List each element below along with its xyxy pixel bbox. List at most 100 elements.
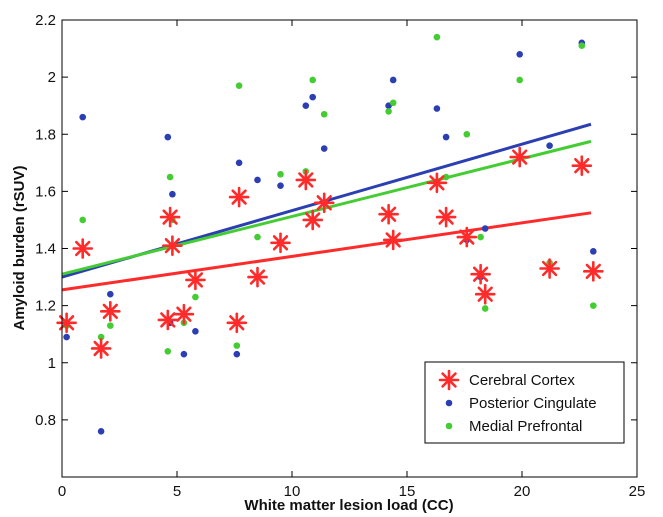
point-medial-prefrontal: [97, 333, 105, 341]
point-posterior-cingulate: [277, 182, 284, 189]
y-tick-label: 1.4: [35, 241, 56, 258]
point-cerebral-cortex: [157, 309, 179, 331]
x-tick-label: 5: [173, 483, 181, 500]
point-medial-prefrontal: [477, 233, 484, 241]
point-cerebral-cortex: [378, 203, 399, 225]
point-posterior-cingulate: [481, 225, 489, 232]
point-medial-prefrontal: [320, 110, 328, 118]
point-medial-prefrontal: [516, 76, 523, 84]
point-medial-prefrontal: [463, 130, 471, 138]
point-cerebral-cortex: [302, 209, 324, 231]
legend-label-cerebral-cortex: Cerebral Cortex: [469, 372, 575, 389]
y-axis-label: Amyloid burden (rSUV): [11, 165, 28, 330]
fit-line-cerebral-cortex: [61, 211, 592, 292]
point-cerebral-cortex: [226, 312, 248, 334]
point-medial-prefrontal: [442, 173, 450, 181]
point-cerebral-cortex: [582, 261, 604, 282]
y-tick-label: 1.2: [35, 298, 56, 315]
point-medial-prefrontal: [164, 348, 172, 355]
legend-marker-posterior-cingulate: [445, 399, 453, 407]
point-posterior-cingulate: [107, 290, 114, 298]
point-posterior-cingulate: [79, 113, 86, 121]
legend-box: [424, 361, 625, 444]
point-posterior-cingulate: [516, 50, 523, 58]
point-medial-prefrontal: [481, 305, 489, 312]
point-posterior-cingulate: [63, 333, 70, 341]
legend-label-posterior-cingulate: Posterior Cingulate: [469, 395, 597, 412]
point-posterior-cingulate: [97, 428, 105, 435]
point-cerebral-cortex: [382, 229, 404, 251]
point-medial-prefrontal: [107, 322, 114, 329]
point-medial-prefrontal: [233, 342, 241, 349]
point-cerebral-cortex: [90, 338, 112, 359]
point-medial-prefrontal: [309, 76, 317, 84]
point-medial-prefrontal: [235, 82, 243, 89]
point-posterior-cingulate: [302, 102, 310, 109]
point-posterior-cingulate: [169, 190, 176, 198]
point-medial-prefrontal: [277, 170, 284, 178]
point-posterior-cingulate: [590, 248, 597, 255]
point-cerebral-cortex: [173, 303, 195, 325]
y-tick-label: 2: [48, 69, 56, 86]
y-tick-label: 1: [48, 355, 56, 372]
point-cerebral-cortex: [456, 226, 478, 248]
point-posterior-cingulate: [309, 93, 317, 101]
axis-ticks: 0 5 10 15 20 25 0.8 1 1.2 1.4 1.6 1.8 2 2.2: [35, 12, 645, 500]
point-cerebral-cortex: [270, 232, 291, 254]
point-posterior-cingulate: [254, 176, 261, 184]
x-axis-label: White matter lesion load (CC): [244, 497, 453, 514]
point-medial-prefrontal: [385, 108, 392, 115]
fit-line-medial-prefrontal: [61, 139, 592, 276]
point-cerebral-cortex: [474, 283, 496, 305]
y-tick-label: 2.2: [35, 12, 56, 29]
point-cerebral-cortex: [247, 266, 268, 288]
point-posterior-cingulate: [192, 328, 199, 335]
point-cerebral-cortex: [435, 206, 457, 228]
point-posterior-cingulate: [389, 76, 397, 84]
point-posterior-cingulate: [320, 145, 328, 152]
point-posterior-cingulate: [164, 133, 172, 141]
legend: Cerebral Cortex Posterior Cingulate Medi…: [424, 361, 625, 444]
point-medial-prefrontal: [254, 233, 261, 241]
data-points: [56, 33, 604, 435]
point-cerebral-cortex: [509, 146, 531, 168]
y-tick-label: 0.8: [35, 412, 56, 429]
point-posterior-cingulate: [433, 105, 441, 112]
point-medial-prefrontal: [578, 42, 586, 50]
x-tick-label: 25: [629, 483, 646, 500]
point-posterior-cingulate: [546, 142, 553, 149]
point-medial-prefrontal: [79, 216, 86, 224]
point-cerebral-cortex: [159, 206, 181, 228]
point-cerebral-cortex: [162, 235, 183, 256]
legend-label-medial-prefrontal: Medial Prefrontal: [469, 418, 582, 435]
point-cerebral-cortex: [295, 169, 317, 191]
point-cerebral-cortex: [100, 301, 121, 322]
point-cerebral-cortex: [571, 155, 593, 176]
point-cerebral-cortex: [56, 312, 77, 334]
point-medial-prefrontal: [192, 293, 199, 301]
point-posterior-cingulate: [235, 159, 243, 167]
point-medial-prefrontal: [590, 302, 597, 309]
x-tick-label: 0: [58, 483, 66, 500]
point-posterior-cingulate: [233, 350, 241, 358]
legend-markers: [438, 369, 460, 430]
x-tick-label: 10: [284, 483, 301, 500]
point-posterior-cingulate: [180, 350, 188, 358]
point-cerebral-cortex: [185, 269, 206, 291]
y-tick-label: 1.8: [35, 126, 56, 143]
point-cerebral-cortex: [539, 258, 560, 279]
point-cerebral-cortex: [228, 186, 250, 208]
point-medial-prefrontal: [433, 33, 441, 41]
legend-marker-medial-prefrontal: [445, 422, 453, 430]
point-cerebral-cortex: [313, 192, 335, 214]
x-tick-label: 20: [514, 483, 531, 500]
point-medial-prefrontal: [166, 173, 174, 181]
legend-marker-cerebral-cortex: [438, 369, 460, 391]
x-tick-label: 15: [399, 483, 416, 500]
point-cerebral-cortex: [470, 263, 491, 285]
point-medial-prefrontal: [389, 99, 397, 107]
y-tick-label: 1.6: [35, 183, 56, 200]
point-cerebral-cortex: [72, 238, 93, 259]
point-cerebral-cortex: [426, 172, 448, 194]
